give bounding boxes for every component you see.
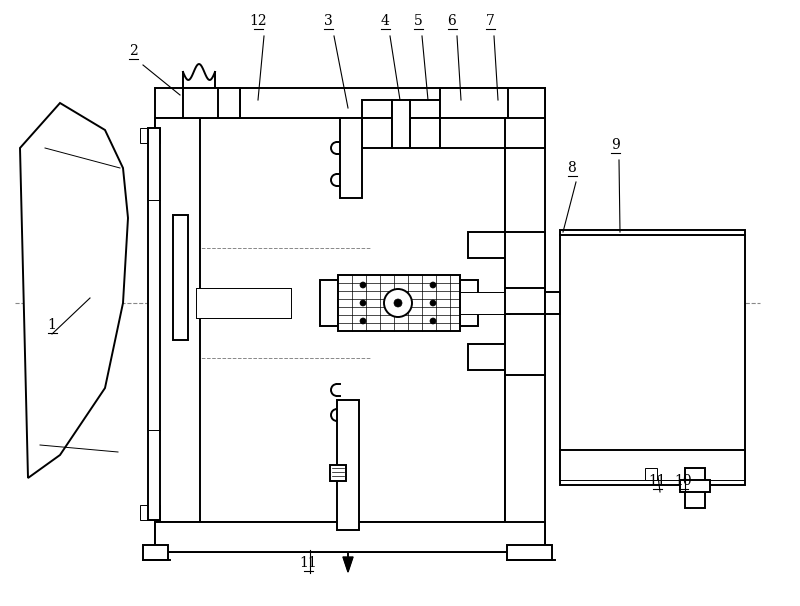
Bar (337, 400, 359, 530)
Bar (140, 505, 160, 520)
Circle shape (360, 282, 366, 288)
Bar (468, 344, 508, 370)
Text: 5: 5 (414, 14, 422, 28)
Text: 4: 4 (381, 14, 390, 28)
Circle shape (430, 282, 436, 288)
Bar (507, 545, 552, 560)
Circle shape (430, 318, 436, 324)
Circle shape (384, 289, 412, 317)
Text: 1: 1 (47, 318, 57, 332)
Bar (143, 545, 168, 560)
Bar (155, 522, 545, 552)
Polygon shape (20, 103, 128, 478)
Bar (545, 292, 560, 314)
Bar (410, 118, 440, 148)
Bar (320, 280, 338, 326)
Bar (140, 128, 160, 143)
Bar (468, 232, 508, 258)
Bar (440, 118, 508, 148)
Bar (560, 450, 745, 485)
Text: 7: 7 (486, 14, 494, 28)
Bar (685, 468, 705, 508)
Bar (155, 88, 545, 118)
Bar (338, 275, 460, 331)
Bar (183, 88, 240, 118)
Bar (148, 128, 160, 520)
Bar (155, 522, 545, 552)
Bar (362, 118, 392, 148)
Text: 6: 6 (448, 14, 456, 28)
Text: 3: 3 (324, 14, 332, 28)
Text: 2: 2 (129, 44, 138, 58)
Bar (410, 100, 440, 118)
Bar (218, 88, 240, 118)
Bar (330, 465, 346, 481)
Bar (460, 280, 478, 326)
Bar (645, 468, 657, 480)
Bar (440, 88, 508, 118)
Bar (340, 118, 362, 198)
Text: 9: 9 (610, 138, 619, 152)
Bar (505, 88, 545, 552)
Text: 8: 8 (568, 161, 576, 175)
Bar (155, 118, 505, 522)
Bar (196, 288, 291, 318)
Text: 11: 11 (299, 556, 317, 570)
Text: 12: 12 (249, 14, 267, 28)
Bar (362, 100, 392, 118)
Text: 10: 10 (674, 474, 692, 488)
Circle shape (360, 318, 366, 324)
Bar (155, 118, 200, 522)
Bar (505, 232, 545, 375)
Bar (560, 230, 745, 480)
Polygon shape (343, 557, 353, 572)
Bar (505, 118, 545, 148)
Circle shape (360, 300, 366, 306)
Bar (460, 292, 510, 314)
Bar (505, 288, 545, 314)
Bar (392, 100, 410, 148)
Circle shape (430, 300, 436, 306)
Bar (173, 215, 188, 340)
Bar (680, 480, 710, 492)
Circle shape (394, 299, 402, 307)
Text: 11: 11 (648, 474, 666, 488)
